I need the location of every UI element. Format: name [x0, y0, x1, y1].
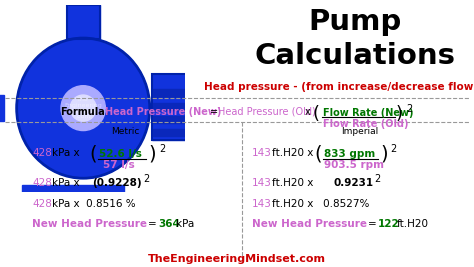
Text: (0.9228): (0.9228)	[92, 178, 142, 188]
Text: 143: 143	[252, 178, 272, 188]
Text: ft.H20: ft.H20	[397, 219, 429, 229]
Text: New Head Pressure: New Head Pressure	[252, 219, 367, 229]
Text: 2: 2	[406, 104, 412, 114]
Text: Imperial: Imperial	[341, 127, 379, 136]
Bar	[66, 5, 100, 39]
Circle shape	[70, 95, 96, 121]
Text: TheEngineeringMindset.com: TheEngineeringMindset.com	[148, 254, 326, 264]
Text: kPa x  0.8516 %: kPa x 0.8516 %	[52, 199, 136, 209]
Text: kPa x: kPa x	[52, 178, 80, 188]
Bar	[152, 74, 192, 140]
Text: ): )	[396, 105, 403, 123]
Text: 57 l/s: 57 l/s	[103, 160, 135, 170]
Text: (: (	[313, 105, 320, 123]
Text: Flow Rate (Old): Flow Rate (Old)	[323, 119, 409, 129]
Bar	[66, 5, 100, 39]
Text: kPa x: kPa x	[52, 148, 80, 158]
Text: Head Pressure (New): Head Pressure (New)	[105, 107, 221, 117]
Bar	[154, 129, 191, 136]
Bar	[154, 89, 191, 97]
Text: Formula:: Formula:	[60, 107, 109, 117]
Text: 428: 428	[32, 199, 52, 209]
Bar	[152, 74, 192, 140]
Text: 2: 2	[374, 174, 380, 184]
Bar	[0, 95, 4, 121]
Text: 364: 364	[158, 219, 180, 229]
Text: 52.6 l/s: 52.6 l/s	[99, 149, 142, 159]
Text: 903.5 rpm: 903.5 rpm	[324, 160, 384, 170]
Text: Flow Rate (New): Flow Rate (New)	[323, 108, 413, 118]
Bar	[154, 116, 191, 123]
Text: =: =	[210, 107, 218, 117]
Text: ): )	[380, 145, 388, 164]
Text: ft.H20 x: ft.H20 x	[272, 148, 313, 158]
Text: =: =	[148, 219, 157, 229]
Bar	[154, 103, 191, 110]
Text: 2: 2	[159, 144, 165, 154]
Text: 143: 143	[252, 148, 272, 158]
Text: 428: 428	[32, 148, 52, 158]
Text: 833 gpm: 833 gpm	[324, 149, 375, 159]
Text: =: =	[368, 219, 377, 229]
Text: ft.H20 x: ft.H20 x	[272, 178, 313, 188]
Ellipse shape	[17, 38, 150, 178]
Text: Metric: Metric	[111, 127, 139, 136]
Text: (: (	[89, 145, 97, 164]
Text: ): )	[148, 145, 155, 164]
Bar	[22, 185, 124, 203]
Text: ft.H20 x   0.8527%: ft.H20 x 0.8527%	[272, 199, 369, 209]
Text: Pump: Pump	[309, 8, 401, 36]
Text: Head pressure - (from increase/decrease flow rate): Head pressure - (from increase/decrease …	[204, 82, 474, 92]
Text: Calculations: Calculations	[255, 42, 456, 70]
Text: kPa: kPa	[176, 219, 194, 229]
Text: 143: 143	[252, 199, 272, 209]
Text: 122: 122	[378, 219, 400, 229]
Text: 428: 428	[32, 178, 52, 188]
Text: New Head Pressure: New Head Pressure	[32, 219, 147, 229]
Text: 0.9231: 0.9231	[334, 178, 374, 188]
Text: The
Engineering
Mindset
.com: The Engineering Mindset .com	[64, 97, 102, 119]
Circle shape	[61, 86, 105, 131]
Text: (: (	[314, 145, 321, 164]
Text: 2: 2	[143, 174, 149, 184]
Text: x: x	[305, 107, 311, 117]
Text: 2: 2	[390, 144, 396, 154]
Text: Head Pressure (Old): Head Pressure (Old)	[218, 107, 316, 117]
